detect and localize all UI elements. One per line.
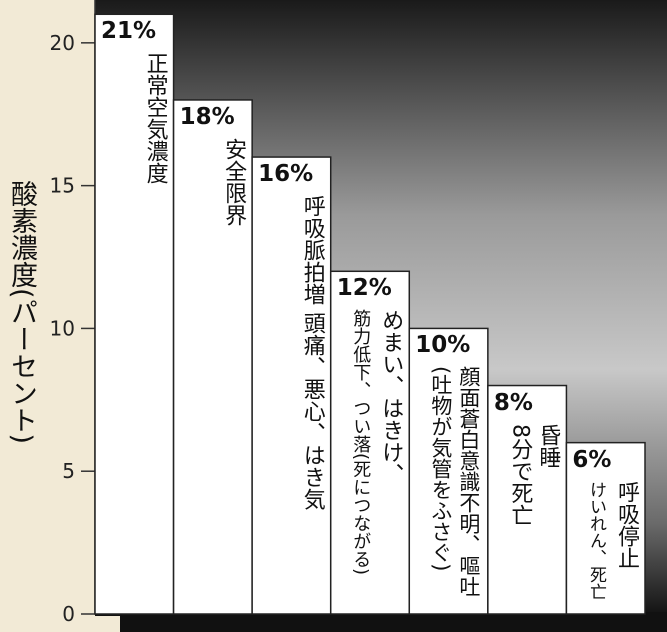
description: 正常空気濃度 (142, 52, 168, 185)
description: 呼吸脈拍増 頭痛、悪心、はき気 (299, 195, 325, 511)
value-label: 8% (493, 389, 533, 416)
value-label: 16% (258, 161, 314, 188)
value-label: 18% (179, 103, 235, 130)
bar (565, 441, 646, 615)
bar (408, 327, 489, 615)
description: けいれん、死亡 (586, 480, 606, 600)
description: 昏睡 (535, 423, 561, 468)
description: 安全限界 (221, 137, 247, 226)
background-bottom (120, 612, 667, 632)
bar (251, 156, 332, 615)
bar (329, 270, 411, 615)
value-label: 6% (572, 446, 612, 473)
description: (吐物が気管をふさぐ) (428, 366, 453, 572)
y-tick-label: 5 (62, 459, 75, 483)
value-label: 21% (101, 18, 157, 45)
bar (172, 99, 253, 615)
y-tick-label: 0 (62, 602, 75, 626)
bar (487, 384, 568, 615)
description: 呼吸停止 (614, 480, 639, 569)
description: 顔面蒼白意識不明、嘔吐 (456, 366, 481, 598)
y-tick-label: 10 (50, 316, 75, 340)
value-label: 10% (415, 332, 471, 359)
y-tick-label: 20 (50, 31, 75, 55)
y-axis-label: 酸素濃度(パーセント) (6, 180, 37, 445)
description: 8分で死亡 (507, 423, 533, 526)
description: めまい、はきけ、 (378, 309, 404, 486)
value-label: 12% (336, 275, 392, 302)
y-tick-label: 15 (50, 174, 75, 198)
description: 筋力低下、つい落(死につながる) (350, 309, 372, 576)
